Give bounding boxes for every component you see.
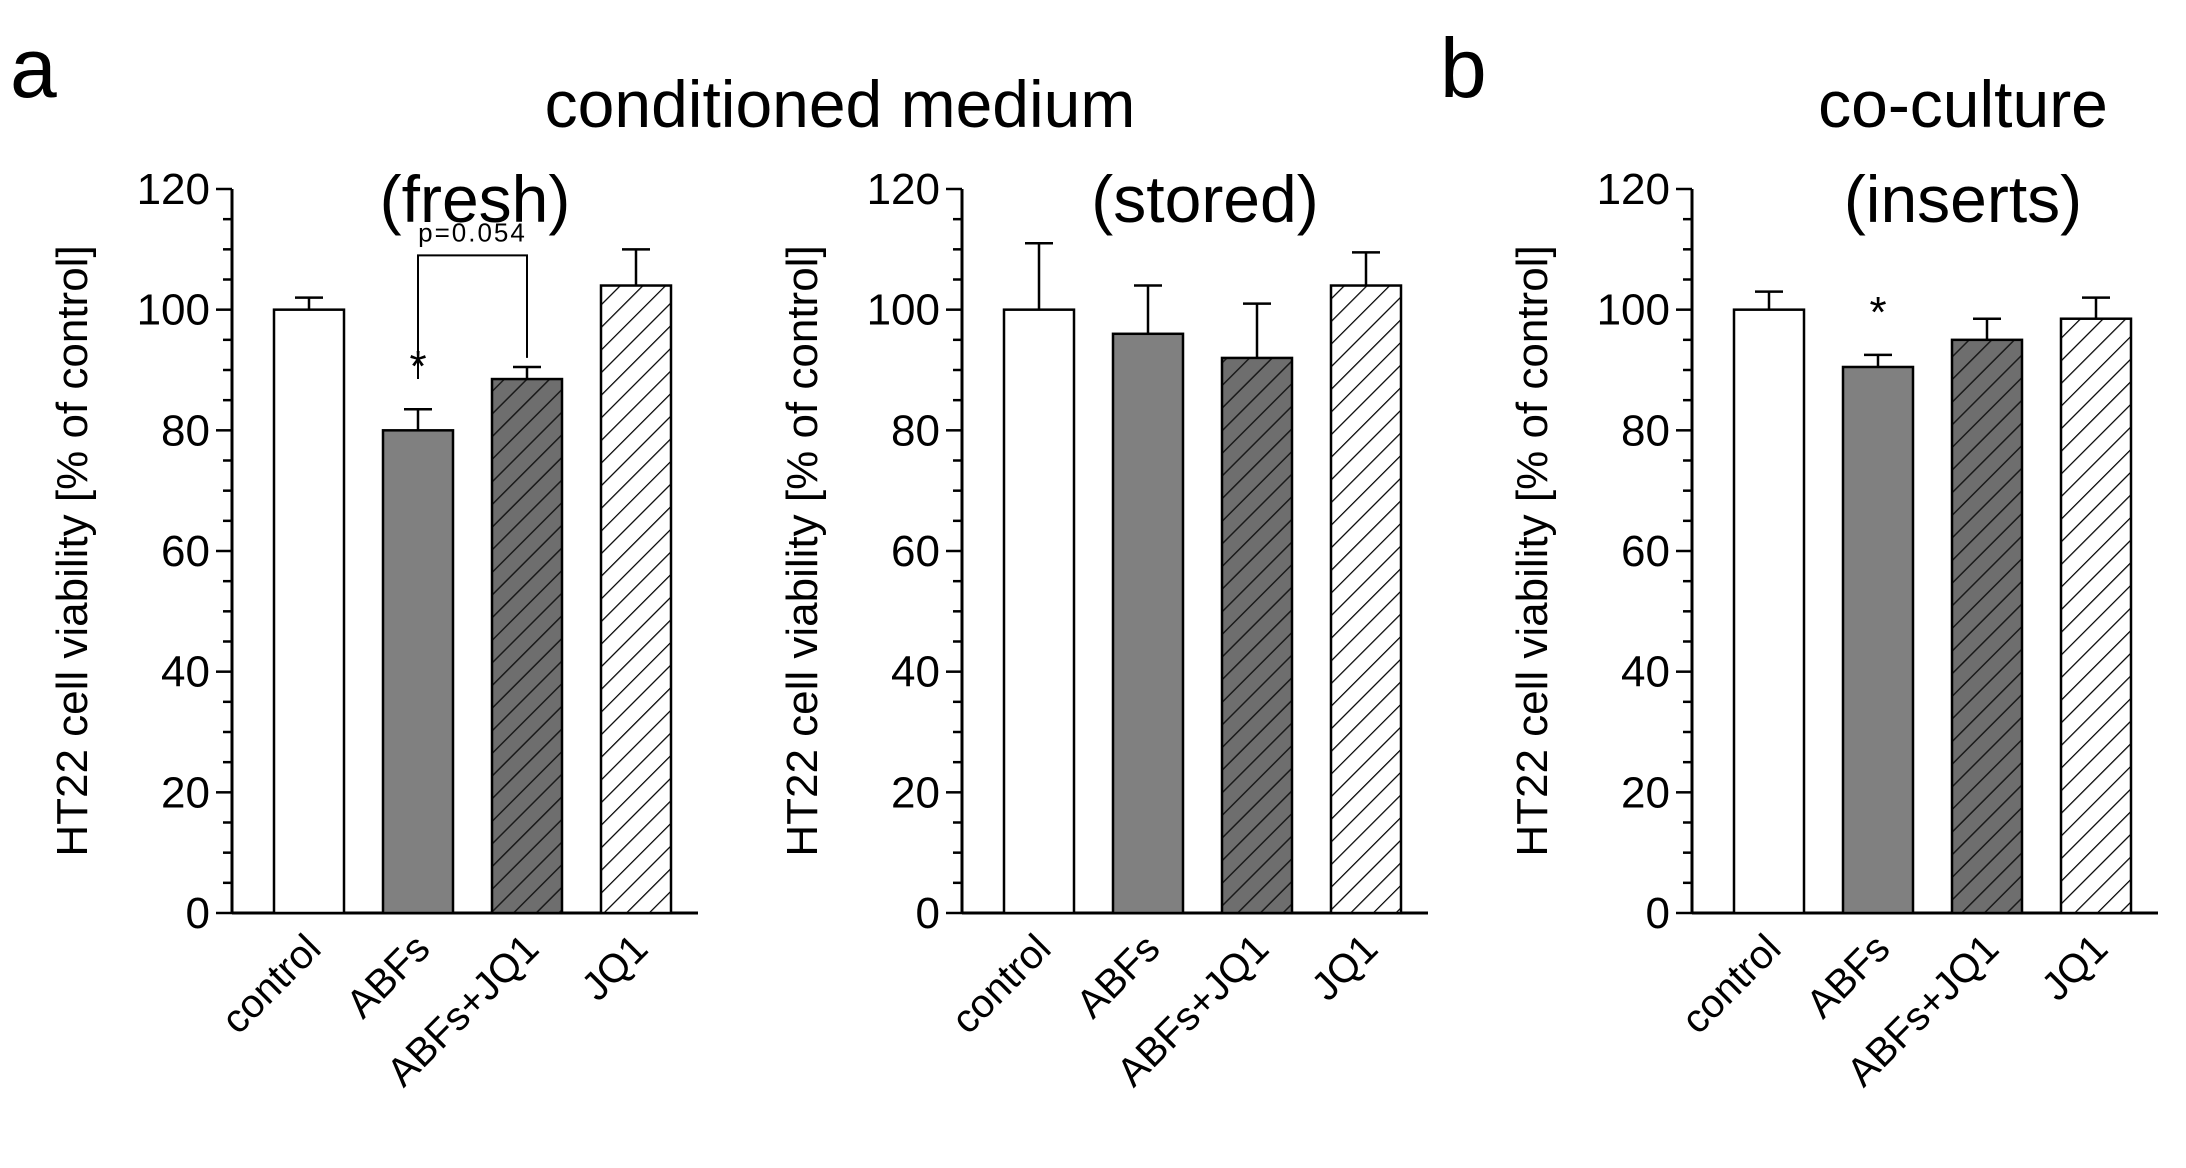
y-tick-label: 0 [186,889,210,938]
bar-abfs [1111,332,1185,915]
y-axis-label: HT22 cell viability [% of control] [48,245,97,856]
significance-star: * [1869,288,1886,337]
y-tick-label: 40 [891,648,940,697]
bar-abfs-plus-jq1 [490,377,564,915]
title-fresh: (fresh) [380,162,571,236]
panel-letter-a: a [10,21,57,115]
bar-abfs-plus-jq1 [1950,338,2024,915]
bar-control [272,308,346,915]
y-tick-label: 20 [161,768,210,817]
y-tick-label: 100 [1597,286,1670,335]
y-axis-label: HT22 cell viability [% of control] [1508,245,1557,856]
bar-control [1002,308,1076,915]
bar-abfs [381,429,455,915]
y-tick-label: 120 [867,165,940,214]
y-tick-label: 60 [161,527,210,576]
panel-letter-b: b [1440,21,1487,115]
y-tick-label: 20 [1621,768,1670,817]
bar-jq1 [599,284,673,915]
title-co-culture: co-culture [1818,67,2108,141]
x-tick-label: control [1673,926,1789,1042]
y-tick-label: 120 [1597,165,1670,214]
title-stored: (stored) [1091,162,1318,236]
y-tick-label: 20 [891,768,940,817]
x-tick-label: JQ1 [2033,926,2116,1009]
y-tick-label: 40 [1621,648,1670,697]
y-tick-label: 40 [161,648,210,697]
x-tick-label: ABFs [1798,926,1898,1026]
y-tick-label: 80 [1621,406,1670,455]
bar-control [1732,308,1806,915]
y-tick-label: 0 [916,889,940,938]
y-tick-label: 60 [1621,527,1670,576]
comparison-bracket [417,254,528,380]
y-tick-label: 100 [867,286,940,335]
chart-co-culture: HT22 cell viability [% of control] 0 20 40 6… [1508,165,2158,1095]
y-tick-label: 100 [137,286,210,335]
y-axis-label: HT22 cell viability [% of control] [778,245,827,856]
title-conditioned-medium: conditioned medium [545,67,1136,141]
chart-stored: HT22 cell viability [% of control] 0 20 40 6… [778,165,1428,1095]
y-tick-label: 80 [161,406,210,455]
y-tick-label: 0 [1646,889,1670,938]
chart-fresh: HT22 cell viability [% of control] 0 20 40 6… [48,165,698,1095]
x-tick-label: control [213,926,329,1042]
p-value-label: p=0.054 [418,217,527,247]
bar-abfs [1841,365,1915,915]
y-tick-label: 80 [891,406,940,455]
x-tick-label: control [943,926,1059,1042]
bar-abfs-plus-jq1 [1220,356,1294,915]
y-tick-label: 60 [891,527,940,576]
bar-jq1 [2059,317,2133,915]
bar-jq1 [1329,284,1403,915]
x-tick-label: ABFs [1068,926,1168,1026]
x-tick-label: JQ1 [1303,926,1386,1009]
title-inserts: (inserts) [1844,162,2082,236]
x-tick-label: ABFs [338,926,438,1026]
y-tick-label: 120 [137,165,210,214]
x-tick-label: JQ1 [573,926,656,1009]
